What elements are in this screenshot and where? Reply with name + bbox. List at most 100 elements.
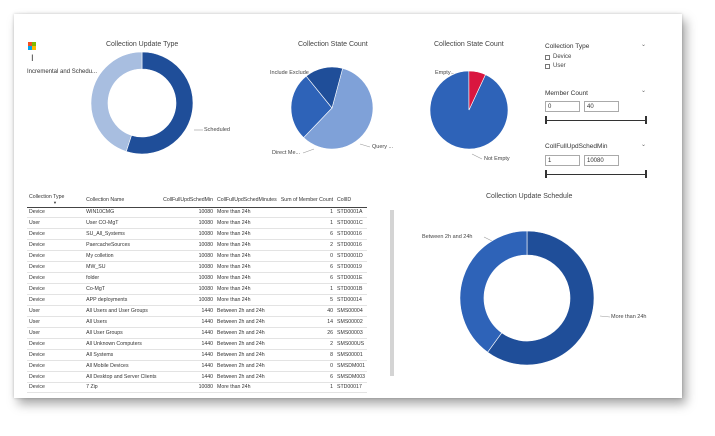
col-header-member-count[interactable]: Sum of Member Count — [278, 194, 336, 208]
table-row[interactable]: User User CO-MgT 10080 More than 24h 1 STD000… — [27, 217, 367, 230]
table-row[interactable]: Device All Desktop and Server Clients 1440… — [27, 371, 367, 383]
table-cell: 10080 — [160, 228, 215, 241]
table-cell: Device — [27, 207, 69, 219]
table-cell: Between 2h and 24h — [215, 360, 279, 372]
table-cell: User — [27, 316, 69, 328]
member-count-slider-min-handle[interactable] — [545, 116, 547, 124]
table-cell: SMS00003 — [335, 327, 367, 339]
table-cell: More than 24h — [215, 283, 279, 295]
sort-down-icon[interactable]: ▼ — [53, 200, 57, 206]
slicer-option-device[interactable]: Device — [545, 54, 571, 60]
table-cell: 1440 — [160, 371, 215, 383]
checkbox-icon[interactable] — [545, 63, 550, 69]
checkbox-icon[interactable] — [545, 54, 550, 60]
fullupd-min-input[interactable]: 1 — [545, 155, 580, 166]
table-cell: 1440 — [160, 305, 215, 317]
table-cell: Device — [27, 382, 69, 394]
state-count-1-slice-0[interactable] — [303, 68, 374, 150]
update-type-slice-0[interactable] — [125, 51, 194, 155]
col-header-collection-type[interactable]: Collection Type ▼ — [27, 194, 69, 208]
member-count-slider-track[interactable] — [545, 120, 647, 122]
collections-table[interactable]: Collection Type ▼ Collection Name CollFul… — [27, 194, 367, 394]
table-row[interactable]: Device 7 Zip 10080 More than 24h 1 STD00017 — [27, 382, 367, 394]
col-header-fullupdschedmin[interactable]: CollFullUpdSchedMin — [160, 194, 215, 208]
table-row[interactable]: Device My colletion 10080 More than 24h 0 STD… — [27, 250, 367, 263]
table-row[interactable]: Device All Mobile Devices 1440 Between 2h a… — [27, 360, 367, 372]
table-cell: 2 — [278, 338, 336, 350]
slicer-option-user[interactable]: User — [545, 63, 566, 69]
table-row[interactable]: Device APP deployments 10080 More than 24h 5… — [27, 294, 367, 306]
table-cell: WIN10CMG — [68, 207, 161, 219]
table-cell: APP deployments — [68, 294, 161, 306]
table-cell: User CO-MgT — [68, 217, 161, 230]
state-count-2-slice-1[interactable] — [468, 70, 486, 111]
report-canvas: I Collection Update Type Incremental and… — [14, 14, 682, 398]
member-count-slider-max-handle[interactable] — [645, 116, 647, 124]
table-row[interactable]: Device WIN10CMG 10080 More than 24h 1 STD0001… — [27, 207, 367, 219]
table-row[interactable]: Device Co-MgT 10080 More than 24h 1 STD0001B — [27, 283, 367, 295]
table-cell: Device — [27, 338, 69, 350]
table-cell: STD00016 — [335, 239, 367, 252]
table-cell: More than 24h — [215, 261, 279, 274]
table-cell: 0 — [278, 360, 336, 372]
update-schedule-slice-0[interactable] — [487, 230, 595, 366]
table-cell: User — [27, 327, 69, 339]
state-count-1-title: Collection State Count — [298, 41, 368, 48]
table-cell: Device — [27, 294, 69, 306]
table-cell: 6 — [278, 272, 336, 285]
table-row[interactable]: Device All Unknown Computers 1440 Between 2… — [27, 338, 367, 350]
table-cell: Between 2h and 24h — [215, 338, 279, 350]
table-row[interactable]: User All User Groups 1440 Between 2h and 24… — [27, 327, 367, 339]
table-cell: Device — [27, 371, 69, 383]
fullupd-slicer-title: CollFullUpdSchedMin — [545, 143, 608, 150]
state-count-1-slice-1[interactable] — [290, 75, 333, 139]
member-count-min-input[interactable]: 0 — [545, 101, 580, 112]
state-count-2-title: Collection State Count — [434, 41, 504, 48]
table-cell: 10080 — [160, 283, 215, 295]
update-type-slice-1[interactable] — [90, 51, 143, 152]
chevron-down-icon[interactable]: ⌄ — [641, 42, 647, 48]
table-row[interactable]: Device MW_SU 10080 More than 24h 6 STD00019 — [27, 261, 367, 274]
table-scrollbar[interactable] — [390, 210, 394, 376]
table-row[interactable]: User All Users 1440 Between 2h and 24h 14 SMS… — [27, 316, 367, 328]
table-row[interactable]: User All Users and User Groups 1440 Between… — [27, 305, 367, 317]
update-type-svg — [90, 51, 203, 155]
table-cell: STD00016 — [335, 228, 367, 241]
fullupd-slider-max-handle[interactable] — [645, 170, 647, 178]
table-cell: Device — [27, 360, 69, 372]
table-cell: More than 24h — [215, 382, 279, 394]
update-type-title: Collection Update Type — [106, 41, 179, 48]
chevron-down-icon[interactable]: ⌄ — [641, 88, 647, 94]
table-cell: More than 24h — [215, 272, 279, 285]
fullupd-max-input[interactable]: 10080 — [584, 155, 619, 166]
col-header-collection-name[interactable]: Collection Name — [68, 194, 161, 208]
member-count-max-input[interactable]: 40 — [584, 101, 619, 112]
table-cell: More than 24h — [215, 239, 279, 252]
table-cell: Between 2h and 24h — [215, 316, 279, 328]
table-cell: 1440 — [160, 338, 215, 350]
table-cell: More than 24h — [215, 228, 279, 241]
state-count-1-slice-2[interactable] — [305, 66, 343, 109]
col-header-fullupdschedminutes[interactable]: CollFullUpdSchedMinutes — [215, 194, 279, 208]
table-cell: SMS000US — [335, 338, 367, 350]
table-cell: Between 2h and 24h — [215, 305, 279, 317]
table-cell: 10080 — [160, 294, 215, 306]
fullupd-slider-min-handle[interactable] — [545, 170, 547, 178]
update-schedule-slice-1[interactable] — [459, 230, 528, 353]
table-cell: 10080 — [160, 207, 215, 219]
table-row[interactable]: Device PaercacheSources 10080 More than 24h… — [27, 239, 367, 252]
table-cell: STD0001E — [335, 272, 367, 285]
table-row[interactable]: Device All Systems 1440 Between 2h and 24h 8… — [27, 349, 367, 361]
table-cell: 1 — [278, 382, 336, 394]
fullupd-slider-track[interactable] — [545, 174, 647, 176]
table-cell: Between 2h and 24h — [215, 327, 279, 339]
table-cell: More than 24h — [215, 207, 279, 219]
table-cell: STD00017 — [335, 382, 367, 394]
chevron-down-icon[interactable]: ⌄ — [641, 142, 647, 148]
table-row[interactable]: Device SU_All_Systems 10080 More than 24h 6 S… — [27, 228, 367, 241]
schedule-label-more: More than 24h — [611, 314, 647, 320]
table-row[interactable]: Device folder 10080 More than 24h 6 STD0001E — [27, 272, 367, 285]
state-label-empty: Empty — [435, 70, 451, 76]
col-header-collid[interactable]: CollID — [335, 194, 367, 208]
table-cell: STD0001A — [335, 207, 367, 219]
